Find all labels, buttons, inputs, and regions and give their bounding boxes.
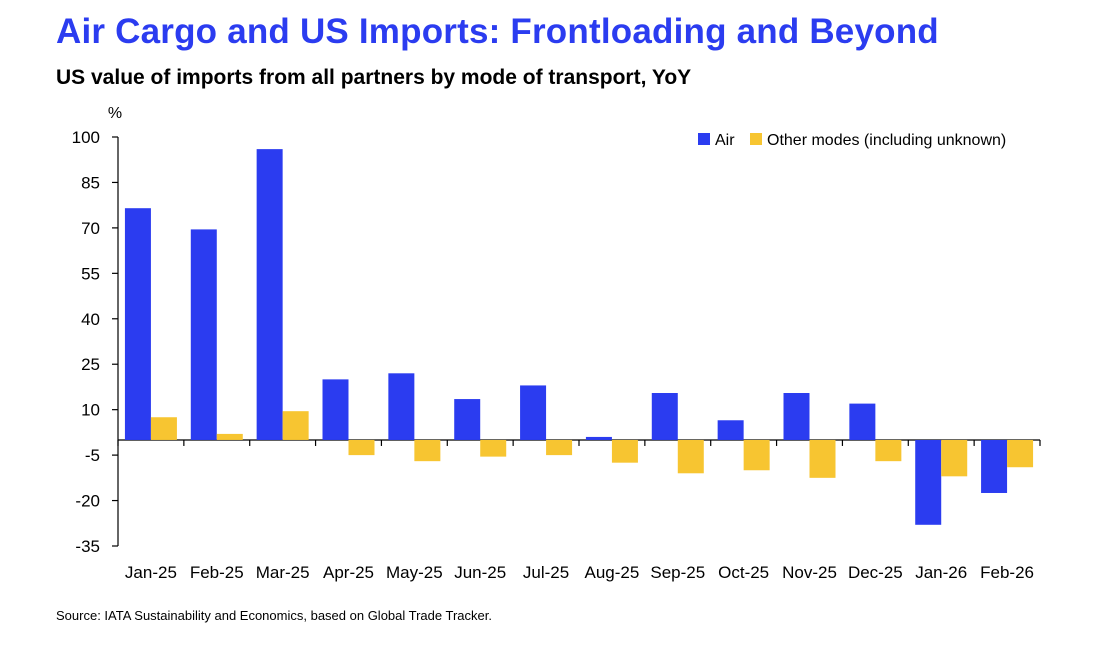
y-tick-label: 70 — [81, 219, 100, 238]
bar-other-nov-25 — [809, 439, 836, 478]
x-tick-label: May-25 — [386, 563, 443, 582]
bar-air-sep-25 — [651, 393, 678, 440]
legend-swatch-other — [750, 133, 762, 145]
x-tick-label: Jan-26 — [915, 563, 967, 582]
x-tick-label: Mar-25 — [256, 563, 310, 582]
bar-air-jan-26 — [915, 439, 942, 525]
chart-title: Air Cargo and US Imports: Frontloading a… — [56, 12, 939, 51]
bar-air-oct-25 — [717, 420, 744, 440]
bar-other-aug-25 — [611, 439, 638, 463]
x-tick-label: Aug-25 — [585, 563, 640, 582]
y-tick-label: -5 — [85, 446, 100, 465]
legend-label-other: Other modes (including unknown) — [767, 132, 1006, 149]
x-tick-label: Feb-26 — [980, 563, 1034, 582]
bar-air-may-25 — [388, 373, 415, 440]
bar-other-jan-25 — [150, 417, 177, 440]
bar-other-feb-26 — [1007, 439, 1034, 468]
bar-other-jul-25 — [546, 439, 573, 456]
x-tick-label: Jul-25 — [523, 563, 569, 582]
x-tick-label: Nov-25 — [782, 563, 837, 582]
axes-group — [112, 136, 1041, 547]
bar-other-may-25 — [414, 439, 441, 462]
y-tick-label: 100 — [72, 128, 100, 147]
legend-label-air: Air — [715, 132, 735, 149]
y-tick-label: 25 — [81, 355, 100, 374]
x-tick-label: Oct-25 — [718, 563, 769, 582]
x-tick-label: Jan-25 — [125, 563, 177, 582]
bars-group — [124, 149, 1034, 525]
bar-air-feb-25 — [190, 229, 217, 440]
y-tick-label: 10 — [81, 401, 100, 420]
y-tick-label: -35 — [75, 537, 100, 556]
legend-swatch-air — [698, 133, 710, 145]
bar-other-dec-25 — [875, 439, 902, 462]
y-tick-label: -20 — [75, 492, 100, 511]
bar-chart: 100 85 70 55 40 25 10 -5 -20 -35% Jan-25 Feb-25 Mar-… — [72, 105, 1041, 582]
y-tick-label: 85 — [81, 173, 100, 192]
source-note: Source: IATA Sustainability and Economic… — [56, 608, 492, 623]
bar-air-apr-25 — [322, 379, 349, 440]
bar-air-aug-25 — [585, 436, 612, 440]
bar-air-mar-25 — [256, 149, 283, 440]
bar-other-apr-25 — [348, 439, 375, 456]
x-tick-label: Apr-25 — [323, 563, 374, 582]
y-tick-label: 40 — [81, 310, 100, 329]
x-tick-label: Feb-25 — [190, 563, 244, 582]
legend: Air Other modes (including unknown) — [698, 132, 1006, 149]
bar-air-jun-25 — [454, 399, 481, 440]
labels-group: 100 85 70 55 40 25 10 -5 -20 -35% Jan-25 Feb-25 Mar-… — [72, 105, 1034, 582]
bar-air-feb-26 — [981, 439, 1008, 493]
bar-air-jul-25 — [520, 385, 547, 440]
bar-other-jun-25 — [480, 439, 507, 457]
bar-other-oct-25 — [743, 439, 770, 471]
bar-air-dec-25 — [849, 403, 876, 440]
bar-other-feb-25 — [216, 433, 243, 440]
x-tick-label: Sep-25 — [650, 563, 705, 582]
x-tick-label: Jun-25 — [454, 563, 506, 582]
chart-subtitle: US value of imports from all partners by… — [56, 66, 692, 89]
bar-other-sep-25 — [677, 439, 704, 474]
x-tick-label: Dec-25 — [848, 563, 903, 582]
bar-air-jan-25 — [124, 208, 151, 440]
bar-other-mar-25 — [282, 411, 309, 440]
bar-air-nov-25 — [783, 393, 810, 440]
y-axis-unit-label: % — [108, 105, 122, 122]
bar-other-jan-26 — [941, 439, 968, 477]
y-tick-label: 55 — [81, 264, 100, 283]
